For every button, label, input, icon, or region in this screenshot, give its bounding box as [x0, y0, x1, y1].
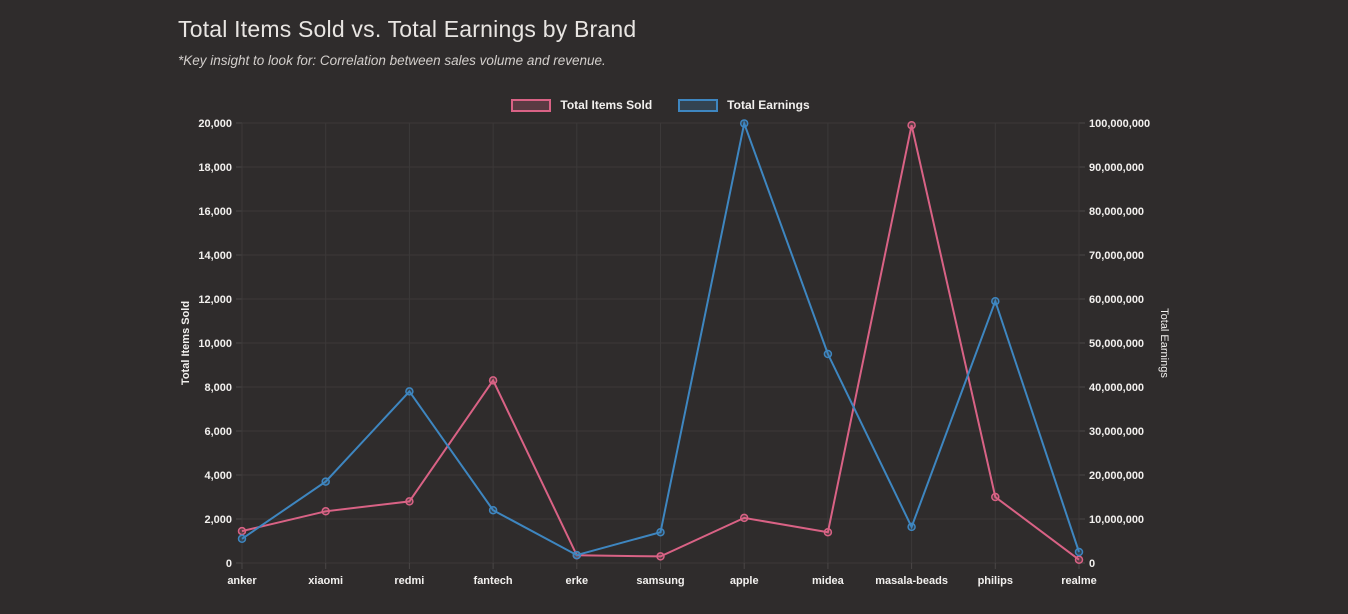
data-point-total-earnings [823, 349, 833, 359]
left-axis-tick-label: 18,000 [198, 162, 232, 174]
x-axis-category-label: xiaomi [308, 575, 343, 587]
data-point-total-items-sold [907, 120, 916, 130]
right-axis-tick-label: 10,000,000 [1089, 514, 1144, 526]
right-axis-title: Total Earnings [1158, 308, 1170, 378]
data-point-total-items-sold [739, 513, 749, 523]
left-axis-tick-label: 2,000 [204, 514, 232, 526]
x-axis-category-label: philips [978, 575, 1013, 587]
x-axis-category-label: masala-beads [875, 575, 948, 587]
x-axis-category-label: fantech [474, 575, 513, 587]
data-point-total-items-sold [405, 497, 414, 506]
data-point-total-items-sold [656, 552, 665, 561]
right-axis-tick-label: 90,000,000 [1089, 162, 1144, 174]
legend-label: Total Items Sold [560, 98, 653, 112]
data-point-total-items-sold [237, 526, 247, 536]
left-axis-tick-label: 12,000 [198, 294, 232, 306]
right-axis-tick-label: 30,000,000 [1089, 426, 1144, 438]
data-point-total-earnings [488, 505, 498, 515]
data-point-total-earnings [907, 522, 916, 532]
left-axis-tick-label: 14,000 [198, 250, 232, 262]
data-point-total-items-sold [991, 492, 1000, 502]
x-axis-category-label: redmi [394, 575, 424, 587]
x-axis-category-label: apple [730, 575, 759, 587]
left-axis-tick-label: 20,000 [198, 118, 232, 130]
left-axis-tick-label: 8,000 [204, 382, 232, 394]
left-axis-tick-label: 6,000 [204, 426, 232, 438]
x-axis-category-label: realme [1061, 575, 1096, 587]
right-axis-tick-label: 60,000,000 [1089, 294, 1144, 306]
legend-item-total-items-sold[interactable]: Total Items Sold [511, 98, 652, 112]
right-axis-tick-label: 70,000,000 [1089, 250, 1144, 262]
chart-legend: Total Items Sold Total Earnings [242, 98, 1079, 112]
right-axis-tick-label: 0 [1089, 558, 1095, 570]
earnings-swatch-icon [678, 98, 719, 112]
series-line-total-items-sold [241, 124, 1080, 561]
right-axis-tick-label: 50,000,000 [1089, 338, 1144, 350]
data-point-total-items-sold [1074, 555, 1084, 564]
data-point-total-earnings [321, 477, 330, 486]
data-point-total-earnings [237, 534, 247, 544]
data-point-total-earnings [739, 119, 749, 128]
left-axis-tick-label: 4,000 [204, 470, 232, 482]
x-axis-category-label: midea [812, 575, 845, 587]
data-point-total-items-sold [823, 527, 833, 537]
chart-subtitle: *Key insight to look for: Correlation be… [178, 53, 606, 68]
x-axis-category-label: anker [227, 575, 257, 587]
right-axis-tick-label: 100,000,000 [1089, 118, 1150, 130]
right-axis-tick-label: 80,000,000 [1089, 206, 1144, 218]
right-axis-tick-label: 20,000,000 [1089, 470, 1144, 482]
data-point-total-earnings [405, 387, 414, 396]
left-axis-tick-label: 16,000 [198, 206, 232, 218]
right-axis-tick-label: 40,000,000 [1089, 382, 1144, 394]
data-point-total-earnings [656, 527, 665, 537]
left-axis-title: Total Items Sold [180, 301, 192, 385]
data-point-total-earnings [1074, 547, 1084, 557]
data-point-total-earnings [572, 550, 582, 560]
data-point-total-items-sold [321, 507, 330, 516]
items-sold-swatch-icon [511, 98, 552, 112]
left-axis-tick-label: 0 [226, 558, 232, 570]
data-point-total-earnings [991, 296, 1000, 306]
chart-title: Total Items Sold vs. Total Earnings by B… [178, 16, 637, 42]
series-line-total-earnings [241, 119, 1080, 557]
legend-item-total-earnings[interactable]: Total Earnings [678, 98, 810, 112]
x-axis-category-label: samsung [636, 575, 684, 587]
x-axis-category-label: erke [565, 575, 588, 587]
left-axis-tick-label: 10,000 [198, 338, 232, 350]
data-point-total-items-sold [488, 376, 498, 385]
legend-label: Total Earnings [727, 98, 810, 112]
